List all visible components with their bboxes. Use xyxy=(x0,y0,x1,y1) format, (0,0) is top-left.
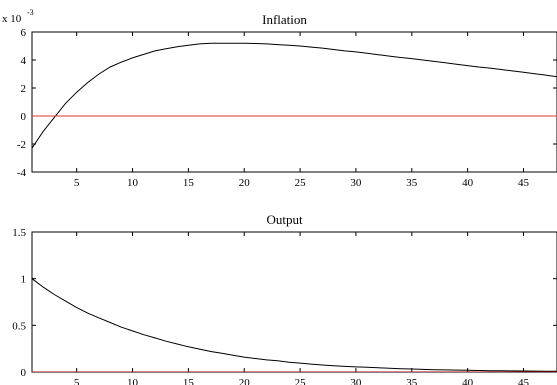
inflation-x-tick-label: 30 xyxy=(350,177,362,189)
output-x-tick-label: 10 xyxy=(127,377,139,385)
output-y-tick-label: 1 xyxy=(21,274,27,286)
inflation-x-tick-label: 15 xyxy=(183,177,195,189)
inflation-axes-box xyxy=(31,31,557,173)
output-axes-box xyxy=(31,231,557,373)
output-x-tick-label: 5 xyxy=(74,377,80,385)
inflation-y-tick-label: 6 xyxy=(21,27,27,39)
output-y-tick-label: 1.5 xyxy=(12,227,26,239)
inflation-y-multiplier: x 10 xyxy=(2,13,22,25)
inflation-panel: Inflation x 10 -3 5 10 15 20 25 30 35 40 45 -4 -2 0 2 4 6 xyxy=(2,8,557,189)
output-x-tick-label: 35 xyxy=(406,377,418,385)
output-x-tick-label: 20 xyxy=(239,377,251,385)
output-title: Output xyxy=(266,212,303,227)
inflation-x-tick-label: 45 xyxy=(518,177,530,189)
output-x-tick-label: 30 xyxy=(350,377,362,385)
inflation-y-multiplier-exponent: -3 xyxy=(27,8,34,17)
inflation-response-line xyxy=(32,42,557,149)
inflation-y-tick-label: 0 xyxy=(21,111,27,123)
output-response-line xyxy=(32,278,557,372)
output-x-tick-label: 40 xyxy=(462,377,474,385)
output-y-tick-label: 0 xyxy=(21,367,27,379)
inflation-y-tick-label: -2 xyxy=(17,139,26,151)
inflation-y-tick-label: 4 xyxy=(21,55,27,67)
output-x-tick-label: 45 xyxy=(518,377,530,385)
inflation-x-tick-label: 10 xyxy=(127,177,139,189)
inflation-x-tick-label: 5 xyxy=(74,177,80,189)
inflation-x-tick-label: 20 xyxy=(239,177,251,189)
output-panel: Output 5 10 15 20 25 30 35 40 45 0 0.5 1 1.5 xyxy=(12,212,557,385)
inflation-y-tick-label: 2 xyxy=(21,83,27,95)
output-x-tick-label: 25 xyxy=(295,377,307,385)
inflation-title: Inflation xyxy=(262,12,307,27)
output-x-tick-label: 15 xyxy=(183,377,195,385)
inflation-x-tick-label: 35 xyxy=(406,177,418,189)
inflation-x-tick-label: 25 xyxy=(295,177,307,189)
inflation-y-tick-label: -4 xyxy=(17,167,27,179)
output-y-tick-label: 0.5 xyxy=(12,320,26,332)
inflation-x-tick-label: 40 xyxy=(462,177,474,189)
